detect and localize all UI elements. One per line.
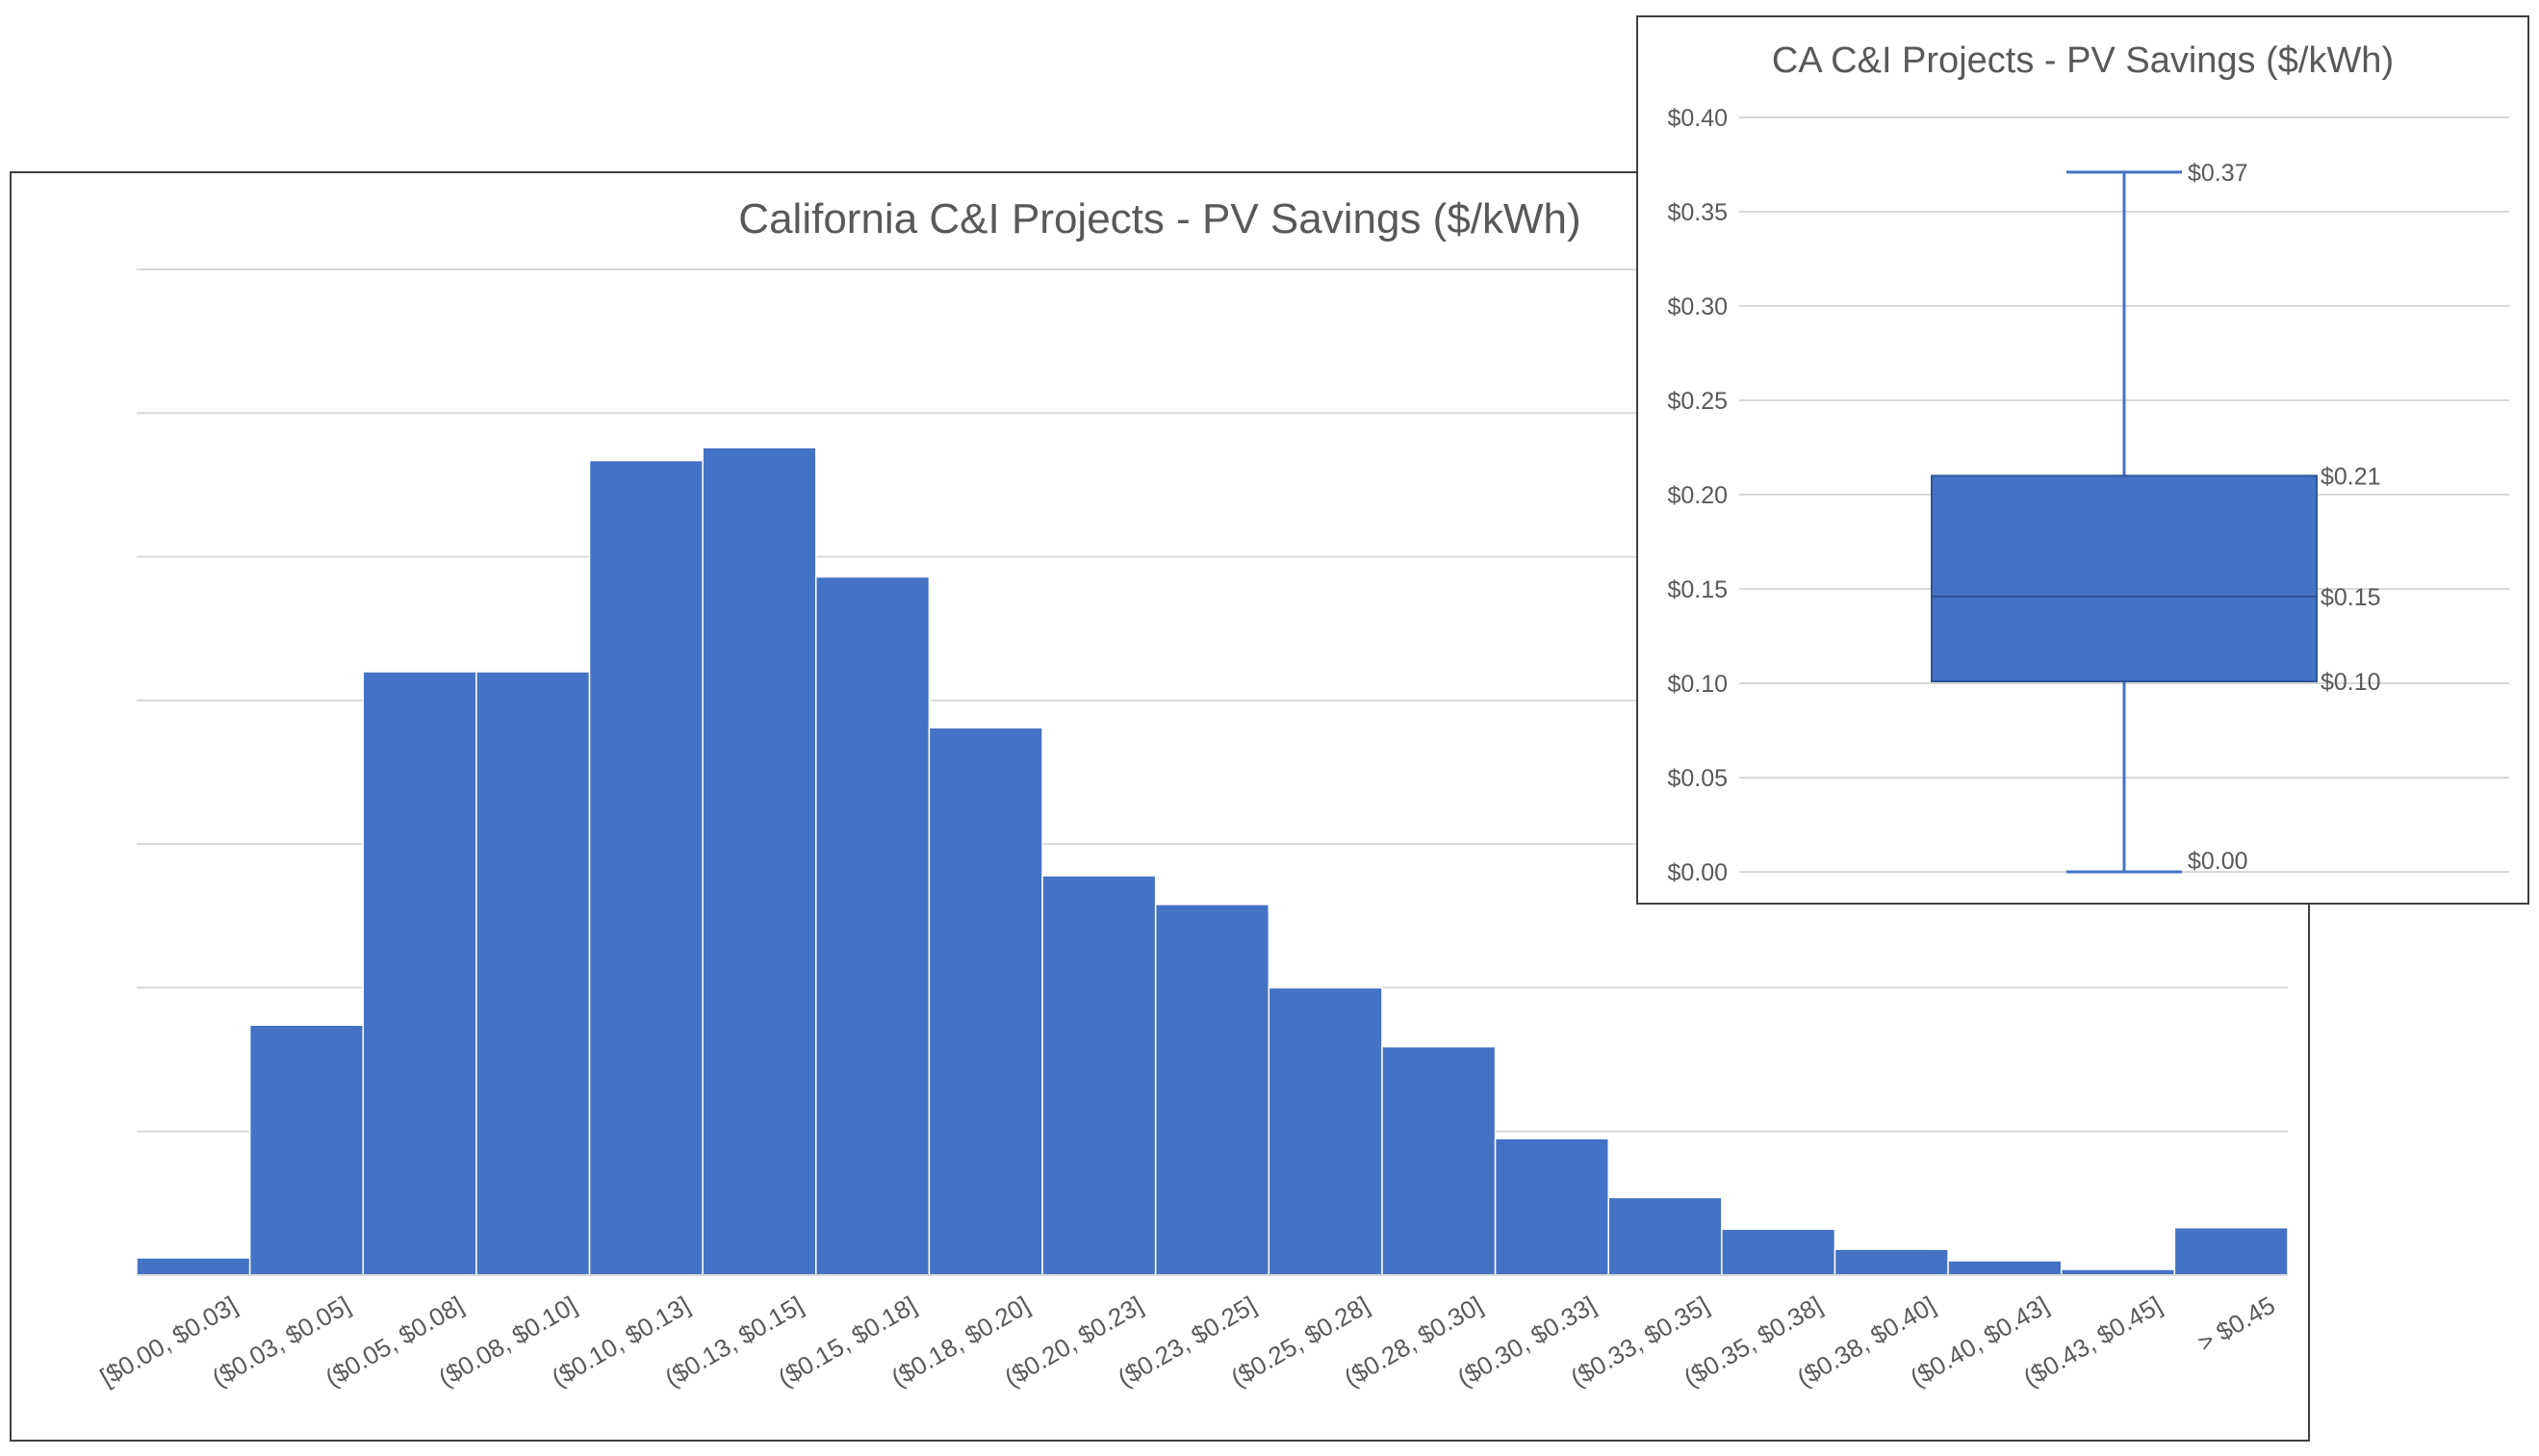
histogram-bar <box>248 1024 365 1276</box>
histogram-bar <box>815 575 931 1276</box>
boxplot-q3-label: $0.21 <box>2321 463 2381 490</box>
boxplot-box-and-whiskers <box>1931 170 2318 874</box>
histogram-bar <box>2173 1226 2289 1276</box>
boxplot-title: CA C&I Projects - PV Savings ($/kWh) <box>1772 40 2394 81</box>
histogram-bar <box>928 727 1043 1276</box>
histogram-bar <box>1947 1260 2063 1276</box>
boxplot-chart-panel: CA C&I Projects - PV Savings ($/kWh) $0.… <box>1636 15 2529 905</box>
boxplot-y-axis: $0.00 $0.05 $0.10 $0.15 $0.20 $0.25 $0.30 $0.35… <box>1667 105 1728 886</box>
boxplot-y-tick-label: $0.10 <box>1667 671 1728 698</box>
boxplot-min-label: $0.00 <box>2188 848 2248 875</box>
histogram-bar <box>1834 1248 1949 1276</box>
histogram-bar <box>588 459 704 1276</box>
histogram-bar <box>1381 1045 1497 1276</box>
histogram-chart: California C&I Projects - PV Savings ($/… <box>95 195 2289 1392</box>
histogram-bar <box>1041 875 1157 1276</box>
boxplot-y-tick-label: $0.40 <box>1667 105 1728 132</box>
boxplot-chart: CA C&I Projects - PV Savings ($/kWh) $0.… <box>1667 40 2509 886</box>
histogram-bar <box>1154 904 1270 1276</box>
boxplot-y-tick-label: $0.00 <box>1667 859 1728 886</box>
boxplot-y-tick-label: $0.25 <box>1667 388 1728 415</box>
boxplot-y-tick-label: $0.30 <box>1667 294 1728 320</box>
boxplot-q1-label: $0.10 <box>2321 669 2381 696</box>
histogram-category-label: > $0.45 <box>2193 1290 2280 1358</box>
histogram-bar <box>475 671 591 1276</box>
boxplot-value-labels: $0.37 $0.21 $0.15 $0.10 $0.00 <box>2188 160 2381 875</box>
histogram-bars <box>136 447 2289 1276</box>
boxplot-y-tick-label: $0.20 <box>1667 482 1728 509</box>
boxplot-y-tick-label: $0.15 <box>1667 576 1728 603</box>
histogram-bar <box>136 1257 251 1276</box>
histogram-bar <box>1268 986 1383 1276</box>
histogram-bar <box>1721 1228 1836 1276</box>
boxplot-y-tick-label: $0.05 <box>1667 765 1728 792</box>
histogram-bar <box>1607 1196 1723 1276</box>
histogram-title: California C&I Projects - PV Savings ($/… <box>738 195 1580 243</box>
boxplot-median-label: $0.15 <box>2321 584 2381 611</box>
boxplot-y-tick-label: $0.35 <box>1667 199 1728 226</box>
histogram-category-labels: [$0.00, $0.03]($0.03, $0.05]($0.05, $0.0… <box>95 1290 2280 1392</box>
histogram-bar <box>702 447 817 1276</box>
boxplot-max-label: $0.37 <box>2188 160 2248 187</box>
histogram-bar <box>362 671 477 1276</box>
histogram-bar <box>1494 1137 1609 1276</box>
boxplot-box <box>1931 474 2318 683</box>
